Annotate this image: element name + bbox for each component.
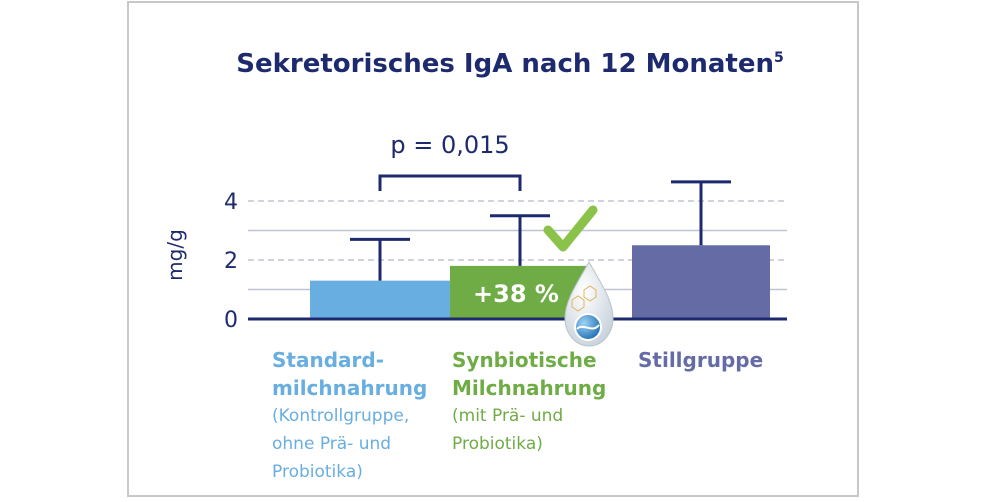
y-tick-label: 0 (224, 308, 238, 333)
category-sublabel-standard-line2: ohne Prä- und (272, 434, 392, 454)
bar (632, 245, 770, 319)
category-label-standard-line2: milchnahrung (272, 376, 428, 400)
category-label-synbiotic-line2: Milchnahrung (452, 376, 607, 400)
y-axis-label: mg/g (163, 229, 187, 281)
category-label-synbiotic: Synbiotische Milchnahrung (mit Prä- und … (452, 346, 606, 458)
category-label-breastfeeding: Stillgruppe (638, 346, 763, 374)
significance-bracket (378, 174, 522, 191)
category-sublabel-standard-line1: (Kontrollgruppe, (272, 406, 410, 426)
category-label-standard-line1: Standard- (272, 348, 384, 372)
category-label-standard: Standard- milchnahrung (Kontrollgruppe, … (272, 346, 427, 486)
milk-drop-icon (564, 260, 614, 347)
category-sublabel-synbiotic-line1: (mit Prä- und (452, 406, 564, 426)
checkmark-icon (543, 205, 598, 252)
chart-title-superscript: 5 (774, 50, 784, 66)
category-label-breastfeeding-line1: Stillgruppe (638, 348, 764, 372)
bar (310, 280, 450, 319)
y-tick-label: 4 (224, 190, 238, 215)
category-label-synbiotic-line1: Synbiotische (452, 348, 597, 372)
category-sublabel-synbiotic-line2: Probiotika) (452, 434, 543, 454)
y-tick-label: 2 (224, 249, 238, 274)
bar-value-label: +38 % (473, 280, 559, 308)
chart-title-text: Sekretorisches IgA nach 12 Monaten (236, 49, 774, 79)
significance-label: p = 0,015 (390, 131, 509, 159)
category-sublabel-standard-line3: Probiotika) (272, 462, 363, 482)
chart-title: Sekretorisches IgA nach 12 Monaten5 (236, 49, 784, 79)
